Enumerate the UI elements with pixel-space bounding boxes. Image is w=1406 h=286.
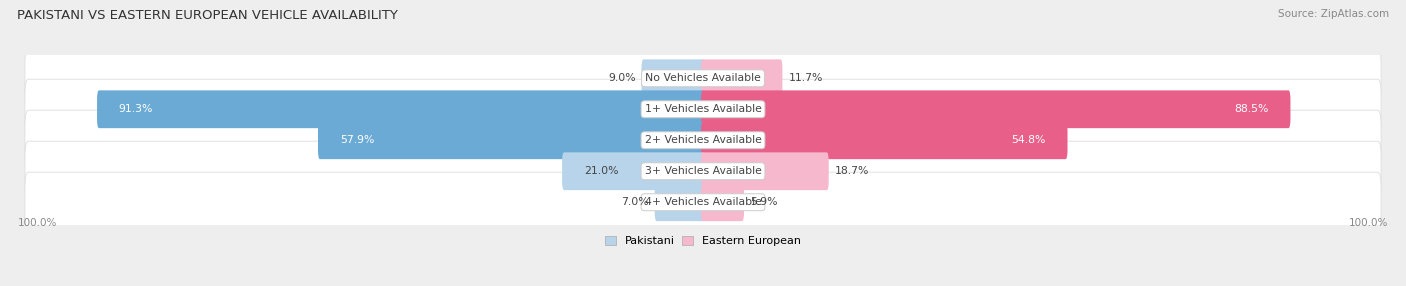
Text: 18.7%: 18.7%: [835, 166, 869, 176]
Text: 2+ Vehicles Available: 2+ Vehicles Available: [644, 135, 762, 145]
FancyBboxPatch shape: [25, 172, 1381, 232]
FancyBboxPatch shape: [641, 59, 704, 97]
Text: 100.0%: 100.0%: [18, 218, 58, 228]
FancyBboxPatch shape: [25, 141, 1381, 201]
Text: No Vehicles Available: No Vehicles Available: [645, 73, 761, 83]
Legend: Pakistani, Eastern European: Pakistani, Eastern European: [600, 231, 806, 251]
FancyBboxPatch shape: [25, 79, 1381, 139]
FancyBboxPatch shape: [702, 59, 782, 97]
Text: 91.3%: 91.3%: [120, 104, 153, 114]
FancyBboxPatch shape: [702, 152, 828, 190]
Text: 4+ Vehicles Available: 4+ Vehicles Available: [644, 197, 762, 207]
Text: PAKISTANI VS EASTERN EUROPEAN VEHICLE AVAILABILITY: PAKISTANI VS EASTERN EUROPEAN VEHICLE AV…: [17, 9, 398, 21]
Text: 57.9%: 57.9%: [340, 135, 374, 145]
FancyBboxPatch shape: [97, 90, 704, 128]
Text: 88.5%: 88.5%: [1234, 104, 1268, 114]
Text: 5.9%: 5.9%: [749, 197, 778, 207]
Text: 1+ Vehicles Available: 1+ Vehicles Available: [644, 104, 762, 114]
Text: 54.8%: 54.8%: [1011, 135, 1046, 145]
Text: Source: ZipAtlas.com: Source: ZipAtlas.com: [1278, 9, 1389, 19]
FancyBboxPatch shape: [25, 48, 1381, 108]
FancyBboxPatch shape: [702, 90, 1291, 128]
FancyBboxPatch shape: [702, 183, 744, 221]
FancyBboxPatch shape: [702, 121, 1067, 159]
Text: 100.0%: 100.0%: [1348, 218, 1388, 228]
Text: 3+ Vehicles Available: 3+ Vehicles Available: [644, 166, 762, 176]
Text: 11.7%: 11.7%: [789, 73, 823, 83]
Text: 21.0%: 21.0%: [583, 166, 619, 176]
FancyBboxPatch shape: [318, 121, 704, 159]
FancyBboxPatch shape: [562, 152, 704, 190]
FancyBboxPatch shape: [655, 183, 704, 221]
Text: 9.0%: 9.0%: [607, 73, 636, 83]
FancyBboxPatch shape: [25, 110, 1381, 170]
Text: 7.0%: 7.0%: [621, 197, 648, 207]
